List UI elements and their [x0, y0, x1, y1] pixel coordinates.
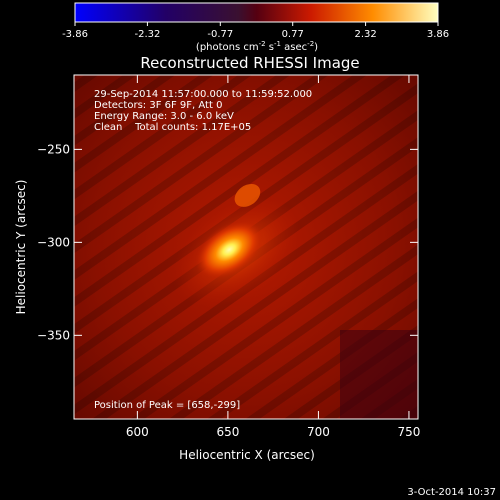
- y-axis-label: Heliocentric Y (arcsec): [14, 180, 28, 315]
- annotation-clean-counts: Clean Total counts: 1.17E+05: [94, 122, 251, 133]
- colorbar-tick-label: 3.86: [427, 29, 449, 40]
- colorbar-tick-label: -3.86: [62, 29, 88, 40]
- annotation-time-range: 29-Sep-2014 11:57:00.000 to 11:59:52.000: [94, 89, 312, 100]
- colorbar-tick-label: 2.32: [354, 29, 376, 40]
- x-tick-label: 600: [126, 425, 149, 439]
- annotation-energy-range: Energy Range: 3.0 - 6.0 keV: [94, 111, 234, 122]
- heatmap-image: [74, 75, 418, 419]
- heatmap-lower-right-dim: [340, 330, 418, 419]
- annotation-detectors: Detectors: 3F 6F 9F, Att 0: [94, 100, 222, 111]
- footer-date: 3-Oct-2014 10:37: [407, 487, 496, 498]
- colorbar-strip: [74, 2, 439, 23]
- y-tick-label: −350: [37, 328, 70, 342]
- y-tick-label: −250: [37, 142, 70, 156]
- x-axis-label: Heliocentric X (arcsec): [179, 448, 315, 462]
- y-tick-label: −300: [37, 235, 70, 249]
- colorbar-tick-label: -0.77: [207, 29, 233, 40]
- colorbar-tick-label: 0.77: [282, 29, 304, 40]
- y-axis: −250 −300 −350: [37, 142, 418, 342]
- colorbar: -3.86 -2.32 -0.77 0.77 2.32 3.86 (photons cm-…: [62, 2, 449, 53]
- colorbar-unit-label: (photons cm-2 s-1 asec-2): [196, 40, 318, 53]
- chart-title: Reconstructed RHESSI Image: [140, 54, 359, 72]
- annotation-peak-position: Position of Peak = [658,-299]: [94, 400, 240, 411]
- x-tick-label: 700: [307, 425, 330, 439]
- source-core: [195, 220, 264, 280]
- source-tail: [234, 183, 261, 207]
- colorbar-tick-label: -2.32: [134, 29, 160, 40]
- x-axis: 600 650 700 750: [126, 75, 420, 439]
- plot-frame: [73, 74, 419, 420]
- x-tick-label: 750: [397, 425, 420, 439]
- x-tick-label: 650: [216, 425, 239, 439]
